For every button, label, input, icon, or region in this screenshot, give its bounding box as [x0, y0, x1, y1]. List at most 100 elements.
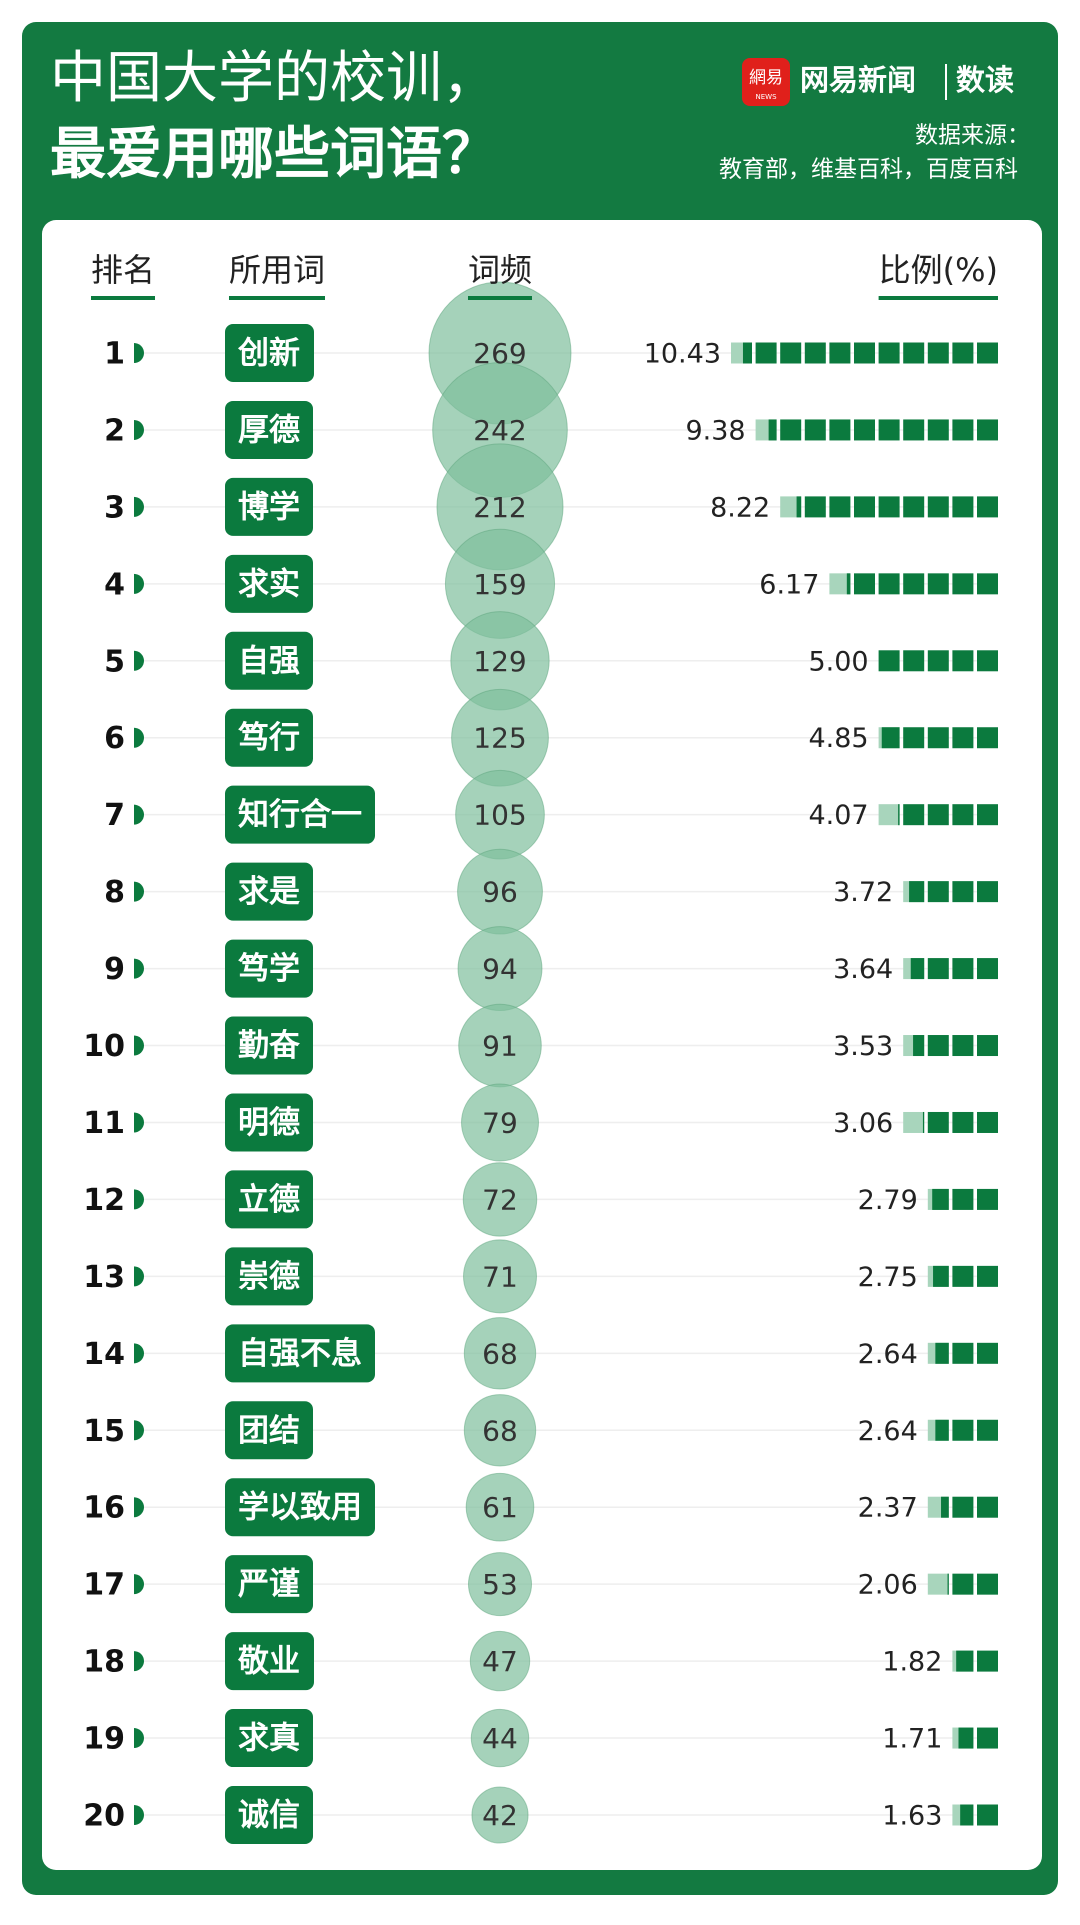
- rank: 14: [83, 1337, 125, 1372]
- ratio-bar: [927, 1342, 998, 1364]
- ratio-square: [878, 496, 900, 518]
- ratio-bar: [903, 958, 998, 980]
- rank: 12: [83, 1183, 125, 1218]
- ratio-label: 2.79: [858, 1185, 918, 1216]
- ratio-square: [977, 1111, 998, 1133]
- ratio-square: [952, 881, 974, 903]
- ratio-label: 2.06: [858, 1570, 918, 1601]
- ratio-square: [878, 419, 900, 441]
- word-pill: [225, 1324, 375, 1383]
- ratio-square: [977, 1342, 998, 1364]
- ratio-square-part: [947, 1573, 949, 1595]
- ratio-bar: [903, 1111, 998, 1133]
- ratio-square-part: [881, 727, 900, 749]
- ratio-bar: [927, 1496, 998, 1518]
- rank: 3: [104, 490, 125, 525]
- word-pill: [225, 1555, 313, 1614]
- ratio-label: 1.63: [882, 1801, 942, 1832]
- ratio-bar: [952, 1727, 998, 1749]
- ratio-square-part: [935, 1419, 949, 1441]
- subtitle: 最爱用哪些词语？: [50, 122, 498, 187]
- ratio-square: [780, 342, 802, 364]
- rank-marker: [134, 1497, 144, 1518]
- ratio-square: [952, 958, 974, 980]
- ratio-square: [952, 1188, 974, 1210]
- ratio-square: [829, 419, 851, 441]
- rank: 1: [104, 337, 125, 372]
- ratio-square: [804, 342, 826, 364]
- rank-marker: [134, 343, 144, 363]
- column-header: 排名: [91, 251, 155, 289]
- brand: 网易新闻: [800, 63, 916, 97]
- rank-marker: [134, 1805, 144, 1825]
- ratio-square: [927, 573, 949, 595]
- ratio-square-part: [742, 342, 752, 364]
- rank-marker: [134, 496, 144, 517]
- ratio-label: 3.53: [833, 1031, 893, 1062]
- ratio-label: 9.38: [685, 415, 745, 446]
- word: 团结: [238, 1413, 300, 1449]
- ratio-label: 4.07: [808, 800, 868, 831]
- frequency-label: 91: [482, 1030, 518, 1063]
- ratio-square-part: [846, 573, 851, 595]
- ratio-bar: [952, 1650, 998, 1672]
- ratio-square: [977, 573, 998, 595]
- word: 立德: [238, 1182, 300, 1218]
- ratio-square: [878, 342, 900, 364]
- rank: 2: [104, 413, 125, 448]
- frequency-label: 79: [482, 1106, 518, 1139]
- ratio-square: [903, 496, 925, 518]
- word: 明德: [238, 1105, 300, 1141]
- brand-section: 数读: [956, 63, 1014, 97]
- word-pill: [225, 631, 313, 690]
- ratio-bar: [952, 1804, 998, 1826]
- ratio-label: 4.85: [808, 723, 868, 754]
- rank-marker: [134, 419, 144, 440]
- ratio-bar: [927, 1573, 998, 1595]
- ratio-square: [780, 419, 802, 441]
- bubbles: [428, 281, 572, 1844]
- ratio-square: [977, 1265, 998, 1287]
- ratio-square: [977, 1035, 998, 1057]
- rank: 16: [83, 1491, 125, 1526]
- frequency-label: 212: [473, 491, 526, 524]
- foreground: 排名 所用词 词频 比例(%) 1 创新 269 10.43 2 厚德 242 9.38 3 博学 212 8…: [83, 251, 998, 1844]
- rank: 13: [83, 1260, 125, 1295]
- word: 知行合一: [238, 797, 362, 833]
- ratio-square: [854, 342, 875, 364]
- word-pill: [225, 400, 313, 459]
- ratio-square: [927, 1111, 949, 1133]
- ratio-square: [927, 881, 949, 903]
- ratio-label: 3.06: [833, 1108, 893, 1139]
- rank: 18: [83, 1645, 125, 1680]
- ratio-bar: [731, 342, 998, 364]
- ratio-square: [977, 1188, 998, 1210]
- ratio-square: [927, 958, 949, 980]
- ratio-square: [952, 650, 974, 672]
- word: 笃行: [238, 720, 300, 756]
- ratio-square: [977, 1496, 998, 1518]
- header-underline: [90, 296, 156, 300]
- ratio-square: [804, 496, 826, 518]
- ratio-square-part: [913, 1035, 925, 1057]
- frequency-bubble: [463, 1239, 537, 1314]
- ratio-square: [903, 573, 925, 595]
- word: 崇德: [238, 1259, 300, 1295]
- ratio-label: 2.37: [858, 1493, 918, 1524]
- ratio-square: [952, 1419, 974, 1441]
- ratio-square: [952, 804, 974, 826]
- word: 严谨: [238, 1567, 300, 1603]
- frequency-bubble: [467, 1552, 533, 1617]
- ratio-square: [952, 1111, 974, 1133]
- frequency-label: 94: [482, 953, 518, 986]
- rank: 9: [104, 952, 125, 987]
- ratio-label: 1.82: [882, 1647, 942, 1678]
- word: 敬业: [237, 1644, 300, 1680]
- rank-marker: [134, 804, 144, 825]
- ratio-square: [903, 342, 925, 364]
- source-label: 数据来源：: [915, 123, 1030, 149]
- frequency-bubble: [471, 1786, 529, 1844]
- ratio-square: [952, 727, 974, 749]
- ratio-square-part: [909, 881, 925, 903]
